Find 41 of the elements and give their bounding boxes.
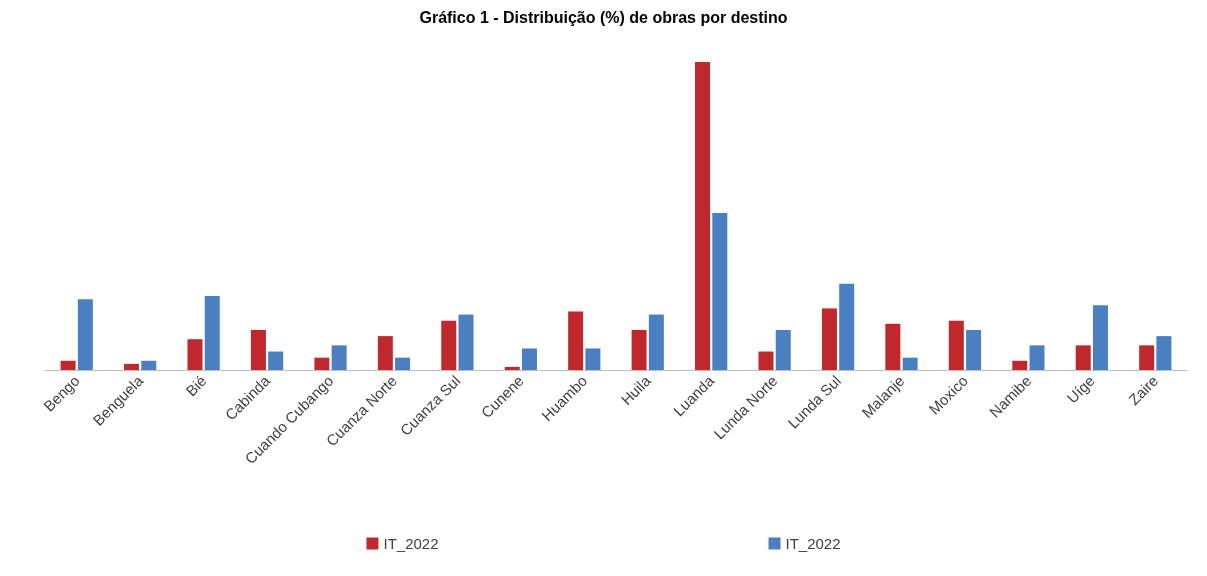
bar — [1156, 336, 1172, 370]
bar — [60, 360, 76, 370]
bar — [948, 320, 964, 370]
bar — [204, 296, 220, 370]
bar — [1139, 345, 1155, 370]
bar — [585, 348, 601, 370]
bar — [695, 62, 711, 370]
legend-label: IT_2022 — [785, 535, 841, 552]
bar — [1075, 345, 1091, 370]
bar — [124, 363, 140, 370]
bar — [568, 311, 584, 370]
bar — [395, 357, 411, 370]
chart-title: Gráfico 1 - Distribuição (%) de obras por destino — [419, 8, 788, 26]
bar — [885, 323, 901, 370]
bar — [1092, 305, 1108, 370]
bar — [631, 329, 647, 370]
bar — [521, 348, 537, 370]
bar — [187, 339, 203, 370]
bar — [377, 336, 393, 370]
bar — [648, 314, 664, 370]
bar — [441, 320, 457, 370]
bar — [504, 366, 520, 370]
bar — [268, 351, 284, 370]
bar — [141, 360, 157, 370]
bar — [1029, 345, 1045, 370]
bar — [331, 345, 347, 370]
x-tick-label: Uíge — [1063, 371, 1098, 407]
x-tick-label: Bié — [182, 371, 210, 400]
bar — [966, 329, 982, 370]
bar — [250, 329, 266, 370]
bar — [1012, 360, 1028, 370]
bar — [458, 314, 474, 370]
bar — [902, 357, 918, 370]
bar — [314, 357, 330, 370]
bar — [775, 329, 791, 370]
bar — [77, 299, 93, 370]
legend-label: IT_2022 — [383, 535, 439, 552]
bar — [839, 283, 855, 370]
bar — [758, 351, 774, 370]
bar — [712, 212, 728, 370]
bar — [821, 308, 837, 370]
